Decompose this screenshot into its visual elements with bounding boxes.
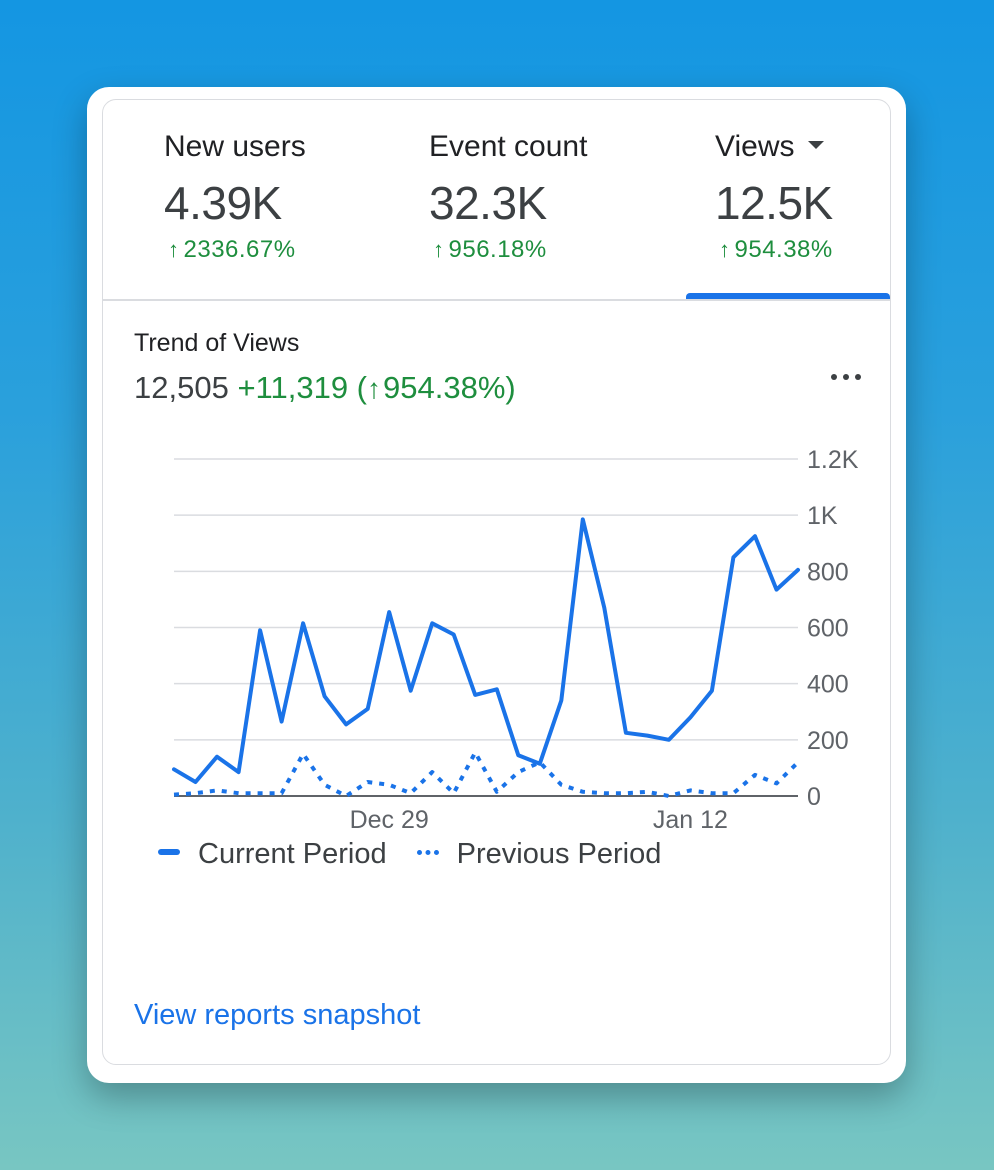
views-trend-chart: 0 200 400 600 800 1K 1.2K Dec 29 Jan 12 <box>172 446 859 834</box>
metric-views[interactable]: Views 12.5K ↑ 954.38% <box>715 130 833 264</box>
metric-value: 12.5K <box>715 177 833 229</box>
card: New users 4.39K ↑ 2336.67% Event count 32… <box>87 87 906 1083</box>
x-tick-label: Jan 12 <box>653 806 728 834</box>
metric-change-value: 956.18% <box>448 236 547 263</box>
arrow-up-icon: ↑ <box>168 237 180 262</box>
arrow-up-icon: ↑ <box>433 237 445 262</box>
legend-swatch-dotted <box>416 849 439 855</box>
legend-item-previous: Previous Period <box>416 838 662 871</box>
trend-delta-pct: 954.38%) <box>383 370 516 405</box>
trend-summary: 12,505 +11,319 (↑954.38%) <box>134 370 516 406</box>
y-tick-label: 1.2K <box>807 446 859 474</box>
y-tick-label: 600 <box>807 615 849 643</box>
selected-tab-indicator <box>686 293 890 299</box>
metric-change: ↑ 2336.67% <box>168 236 306 264</box>
legend-item-current: Current Period <box>158 838 387 871</box>
divider <box>103 299 890 301</box>
metric-value: 32.3K <box>429 177 547 229</box>
current-period-line <box>172 517 800 784</box>
view-reports-snapshot-link[interactable]: View reports snapshot <box>134 999 421 1031</box>
x-tick-label: Dec 29 <box>350 806 429 834</box>
views-card: New users 4.39K ↑ 2336.67% Event count 32… <box>102 99 891 1065</box>
more-horizontal-icon[interactable] <box>829 365 865 389</box>
metric-change-value: 2336.67% <box>183 236 296 263</box>
trend-title: Trend of Views <box>134 329 300 357</box>
metric-value: 4.39K <box>164 177 282 229</box>
metric-label: New users <box>164 130 306 163</box>
metric-new-users[interactable]: New users 4.39K ↑ 2336.67% <box>164 130 306 264</box>
arrow-up-icon: ↑ <box>719 237 731 262</box>
metric-label: Event count <box>429 130 588 163</box>
metric-event-count[interactable]: Event count 32.3K ↑ 956.18% <box>429 130 587 264</box>
metric-label[interactable]: Views <box>715 130 833 164</box>
previous-period-line <box>173 750 800 798</box>
y-tick-label: 800 <box>807 558 849 586</box>
y-tick-label: 1K <box>807 502 838 530</box>
y-tick-label: 400 <box>807 671 849 699</box>
trend-total: 12,505 <box>134 370 229 405</box>
metric-change-value: 954.38% <box>734 236 833 263</box>
y-tick-label: 200 <box>807 727 849 755</box>
legend-swatch-solid <box>158 849 180 856</box>
chart-legend: Current Period Previous Period <box>158 838 683 871</box>
metric-change: ↑ 954.38% <box>719 236 833 264</box>
caret-down-icon[interactable] <box>808 141 825 150</box>
metric-label-text: Views <box>715 130 795 163</box>
arrow-up-icon: ↑ <box>367 373 382 404</box>
trend-delta: +11,319 ( <box>237 370 368 405</box>
legend-label: Previous Period <box>456 838 662 870</box>
y-tick-label: 0 <box>807 783 821 811</box>
metric-change: ↑ 956.18% <box>433 236 587 264</box>
legend-label: Current Period <box>198 838 387 870</box>
